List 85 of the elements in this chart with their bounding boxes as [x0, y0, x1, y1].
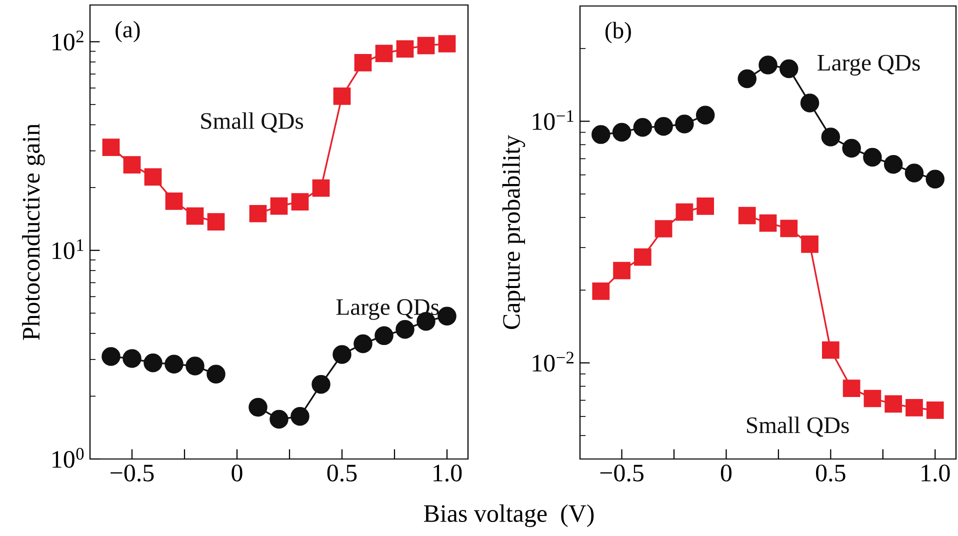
point [780, 220, 798, 238]
point [164, 354, 184, 374]
point [354, 334, 372, 354]
x-tick-label: 1.0 [434, 464, 462, 482]
point [206, 364, 226, 384]
point [333, 88, 351, 105]
point [332, 345, 352, 364]
annotation: (b) [605, 22, 631, 44]
point [613, 262, 630, 280]
point [759, 214, 777, 232]
point [801, 235, 818, 253]
x-axis-title: Bias voltage (V) [424, 504, 594, 528]
point [822, 341, 840, 359]
point [904, 164, 924, 182]
x-tick-label: 0 [232, 464, 242, 482]
point [186, 356, 204, 376]
point [396, 40, 414, 58]
x-tick-label: −0.5 [110, 464, 154, 482]
point [248, 398, 268, 417]
point [312, 374, 330, 394]
point [249, 204, 267, 222]
point [312, 179, 330, 197]
x-tick-label: 0 [720, 464, 732, 482]
point [696, 198, 714, 215]
point [291, 193, 309, 210]
point [417, 36, 435, 54]
point [738, 206, 756, 224]
point [374, 326, 394, 346]
x-tick-label: 1.0 [922, 464, 950, 482]
y-axis-title: Photoconductive gain [22, 124, 45, 340]
point [821, 128, 840, 146]
x-tick-label: 0.5 [327, 464, 357, 482]
y-tick-label: 10$^{1}$ [52, 239, 84, 260]
point [633, 118, 652, 137]
point [144, 353, 162, 372]
point [842, 138, 861, 158]
point [375, 44, 393, 62]
point [884, 395, 902, 413]
point [863, 148, 882, 167]
point [654, 220, 672, 238]
point [270, 197, 288, 215]
point [122, 349, 142, 368]
series-label: Small QDs [201, 112, 304, 133]
point [102, 347, 120, 366]
point [123, 156, 141, 174]
point [842, 380, 860, 397]
point [186, 207, 204, 225]
point [270, 410, 288, 429]
point [102, 138, 120, 156]
point [926, 402, 944, 419]
series-label: Large QDs [336, 299, 439, 320]
point [884, 155, 903, 174]
y-tick-label: 10$^{2}$ [52, 30, 84, 51]
point [780, 59, 798, 78]
point [758, 56, 778, 74]
point [144, 168, 162, 186]
y-tick-label: 10$^{−1}$ [532, 110, 574, 130]
point [800, 94, 820, 112]
point [592, 282, 610, 300]
y-axis-title: Capture probability [502, 135, 526, 330]
point [738, 69, 756, 88]
x-tick-label: 0.5 [816, 464, 846, 482]
point [612, 122, 632, 142]
point [207, 213, 225, 231]
point [438, 35, 456, 52]
series-label: Small QDs [747, 416, 849, 437]
y-tick-label: 10$^{0}$ [52, 448, 84, 468]
x-tick-label: −0.5 [600, 464, 644, 482]
point [290, 407, 310, 426]
point [396, 320, 414, 339]
point [654, 117, 673, 136]
point [438, 306, 456, 326]
point [906, 399, 923, 416]
series-label: Large QDs [818, 54, 920, 76]
point [165, 192, 183, 210]
point [926, 170, 944, 189]
point [696, 106, 715, 125]
point [864, 390, 882, 408]
point [592, 125, 610, 144]
point [634, 248, 652, 266]
point [676, 203, 694, 221]
y-tick-label: 10$^{−2}$ [532, 352, 574, 372]
point [354, 54, 372, 72]
annotation: (a) [116, 20, 140, 42]
point [675, 114, 694, 134]
